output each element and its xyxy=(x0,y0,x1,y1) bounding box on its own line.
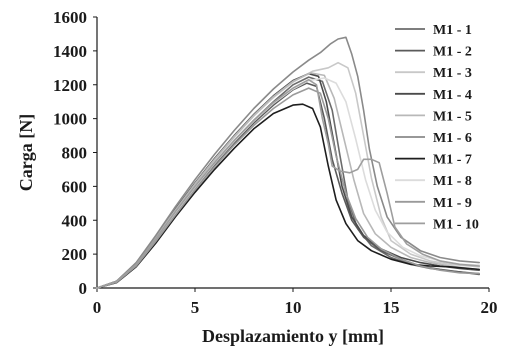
legend-label: M1 - 9 xyxy=(433,196,472,211)
x-tick-label: 5 xyxy=(191,298,200,317)
y-tick-label: 1000 xyxy=(53,110,87,129)
y-tick-label: 1600 xyxy=(53,8,87,27)
legend-label: M1 - 8 xyxy=(433,174,472,189)
x-tick-label: 10 xyxy=(285,298,302,317)
y-tick-label: 600 xyxy=(62,177,88,196)
series-line-9 xyxy=(96,87,481,289)
series-line-7 xyxy=(96,103,481,289)
y-tick-label: 0 xyxy=(79,279,88,298)
x-tick-label: 15 xyxy=(383,298,400,317)
legend-label: M1 - 4 xyxy=(433,88,472,103)
legend-label: M1 - 6 xyxy=(433,131,472,146)
series-line-5 xyxy=(96,72,481,289)
y-tick-label: 400 xyxy=(62,211,88,230)
legend-label: M1 - 3 xyxy=(433,66,472,81)
legend-label: M1 - 7 xyxy=(433,153,472,168)
series-line-6 xyxy=(96,36,481,289)
legend-label: M1 - 5 xyxy=(433,109,472,124)
y-axis-ticks: 0 200 400 600 800 1000 1200 1400 1600 xyxy=(53,8,97,298)
series-line-8 xyxy=(96,77,481,289)
legend-label: M1 - 2 xyxy=(433,45,472,60)
y-tick-label: 800 xyxy=(62,144,88,163)
x-tick-label: 20 xyxy=(481,298,498,317)
legend: M1 - 1 M1 - 2 M1 - 3 M1 - 4 M1 - 5 M1 - 6 M1 -… xyxy=(395,23,479,232)
y-axis-title: Carga [N] xyxy=(16,114,36,191)
x-tick-label: 0 xyxy=(93,298,102,317)
series-line-10 xyxy=(96,78,481,289)
y-tick-label: 1200 xyxy=(53,76,87,95)
legend-label: M1 - 1 xyxy=(433,23,472,38)
series-lines xyxy=(96,36,481,289)
x-axis-title: Desplazamiento y [mm] xyxy=(202,326,384,346)
x-axis-ticks: 0 5 10 15 20 xyxy=(93,288,498,317)
legend-label: M1 - 10 xyxy=(433,217,479,232)
y-tick-label: 1400 xyxy=(53,42,87,61)
y-tick-label: 200 xyxy=(62,245,88,264)
axes xyxy=(96,17,489,289)
